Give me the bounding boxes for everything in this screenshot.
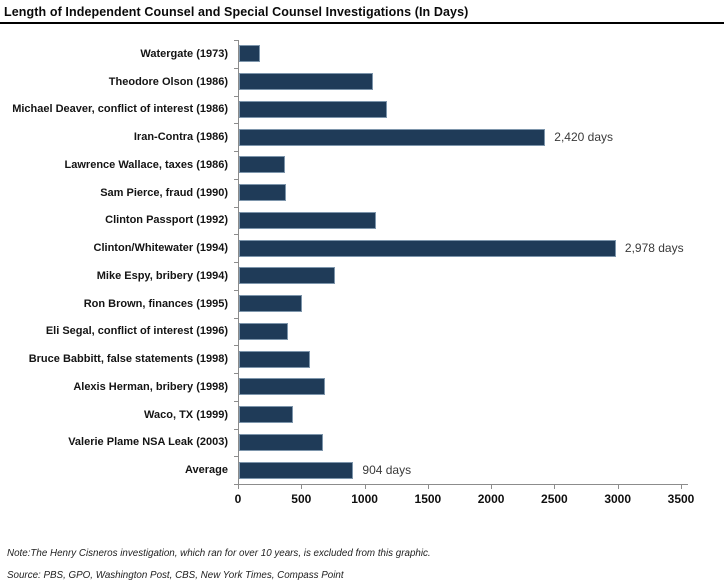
bar-chart: Watergate (1973) Theodore Olson (1986) Mic… xyxy=(0,40,724,510)
chart-row: Michael Deaver, conflict of interest (19… xyxy=(0,95,724,124)
category-label: Average xyxy=(184,464,228,477)
source-text: Source: PBS, GPO, Washington Post, CBS, … xyxy=(7,569,344,581)
x-tick-mark xyxy=(427,485,429,489)
category-label: Iran-Contra (1986) xyxy=(133,131,228,144)
plot-cell: 904 days xyxy=(238,456,724,484)
chart-row: Ron Brown, finances (1995) xyxy=(0,289,724,318)
plot-cell xyxy=(238,178,724,207)
x-tick-mark xyxy=(301,485,303,489)
bar xyxy=(239,433,324,451)
x-tick-label: 3000 xyxy=(604,492,632,506)
category-label: Ron Brown, finances (1995) xyxy=(83,297,228,310)
note-text: Note:The Henry Cisneros investigation, w… xyxy=(7,548,431,559)
x-tick-label: 0 xyxy=(234,492,242,506)
chart-row: Average 904 days xyxy=(0,456,724,484)
plot-cell xyxy=(238,400,724,429)
bar xyxy=(239,45,260,63)
category-label: Theodore Olson (1986) xyxy=(108,75,228,88)
category-label: Watergate (1973) xyxy=(140,47,228,60)
bar xyxy=(239,322,289,340)
bar xyxy=(239,184,286,202)
bar xyxy=(239,100,387,118)
x-tick-mark xyxy=(681,485,682,489)
chart-title: Length of Independent Counsel and Specia… xyxy=(4,5,469,19)
x-tick-label: 1500 xyxy=(414,492,442,506)
plot-cell xyxy=(238,206,724,235)
bar xyxy=(239,73,374,91)
chart-header: Length of Independent Counsel and Specia… xyxy=(0,0,724,24)
category-label: Michael Deaver, conflict of interest (19… xyxy=(12,103,228,116)
chart-row: Clinton Passport (1992) xyxy=(0,206,724,235)
category-label: Eli Segal, conflict of interest (1996) xyxy=(45,325,228,338)
x-tick-mark xyxy=(364,485,366,489)
plot-cell xyxy=(238,67,724,96)
plot-cell: 2,978 days xyxy=(238,234,724,262)
bar xyxy=(239,350,310,368)
plot-cell xyxy=(238,428,724,457)
chart-rows: Watergate (1973) Theodore Olson (1986) Mic… xyxy=(0,40,724,485)
chart-row: Theodore Olson (1986) xyxy=(0,67,724,96)
category-label: Sam Pierce, fraud (1990) xyxy=(100,186,228,199)
category-label: Clinton Passport (1992) xyxy=(105,214,228,227)
plot-cell xyxy=(238,262,724,290)
bar-value-label: 2,978 days xyxy=(624,241,684,256)
bar-value-label: 904 days xyxy=(362,463,412,478)
x-axis: 0 500 1000 1500 2000 2500 3000 3500 xyxy=(234,484,694,510)
bar xyxy=(239,239,616,257)
plot-cell xyxy=(238,40,724,68)
plot-cell xyxy=(238,373,724,401)
chart-row: Alexis Herman, bribery (1998) xyxy=(0,373,724,401)
chart-row: Sam Pierce, fraud (1990) xyxy=(0,178,724,207)
category-label: Valerie Plame NSA Leak (2003) xyxy=(68,436,228,449)
category-label: Waco, TX (1999) xyxy=(144,408,228,421)
bar xyxy=(239,461,354,479)
chart-row: Bruce Babbitt, false statements (1998) xyxy=(0,345,724,373)
x-tick-label: 2500 xyxy=(541,492,568,506)
chart-row: Lawrence Wallace, taxes (1986) xyxy=(0,151,724,179)
chart-row: Valerie Plame NSA Leak (2003) xyxy=(0,428,724,457)
x-tick-label: 3500 xyxy=(667,492,695,506)
plot-cell xyxy=(238,95,724,124)
category-label: Lawrence Wallace, taxes (1986) xyxy=(64,158,228,171)
chart-row: Eli Segal, conflict of interest (1996) xyxy=(0,317,724,346)
x-tick-label: 2000 xyxy=(477,492,505,506)
plot-cell xyxy=(238,289,724,318)
plot-cell xyxy=(238,151,724,179)
chart-row: Iran-Contra (1986) 2,420 days xyxy=(0,123,724,151)
plot-cell xyxy=(238,317,724,346)
plot-cell xyxy=(238,345,724,373)
bar xyxy=(239,128,546,146)
x-tick-label: 1000 xyxy=(351,492,378,506)
category-label: Alexis Herman, bribery (1998) xyxy=(73,380,228,393)
bar xyxy=(239,267,335,285)
bar-value-label: 2,420 days xyxy=(554,130,614,145)
bar xyxy=(239,378,326,396)
x-tick-mark xyxy=(491,485,493,489)
bar xyxy=(239,295,302,313)
x-tick-mark xyxy=(554,485,556,489)
chart-row: Watergate (1973) xyxy=(0,40,724,68)
chart-row: Mike Espy, bribery (1994) xyxy=(0,262,724,290)
category-label: Clinton/Whitewater (1994) xyxy=(93,242,228,255)
bar xyxy=(239,406,293,424)
chart-row: Clinton/Whitewater (1994) 2,978 days xyxy=(0,234,724,262)
bar xyxy=(239,156,286,174)
x-tick-label: 500 xyxy=(291,492,312,506)
category-label: Mike Espy, bribery (1994) xyxy=(96,269,228,282)
x-tick-mark xyxy=(238,485,239,489)
bar xyxy=(239,211,376,229)
category-label: Bruce Babbitt, false statements (1998) xyxy=(28,353,228,366)
plot-cell: 2,420 days xyxy=(238,123,724,151)
x-tick-mark xyxy=(617,485,619,489)
chart-row: Waco, TX (1999) xyxy=(0,400,724,429)
chart-footer: Note:The Henry Cisneros investigation, w… xyxy=(7,548,431,582)
